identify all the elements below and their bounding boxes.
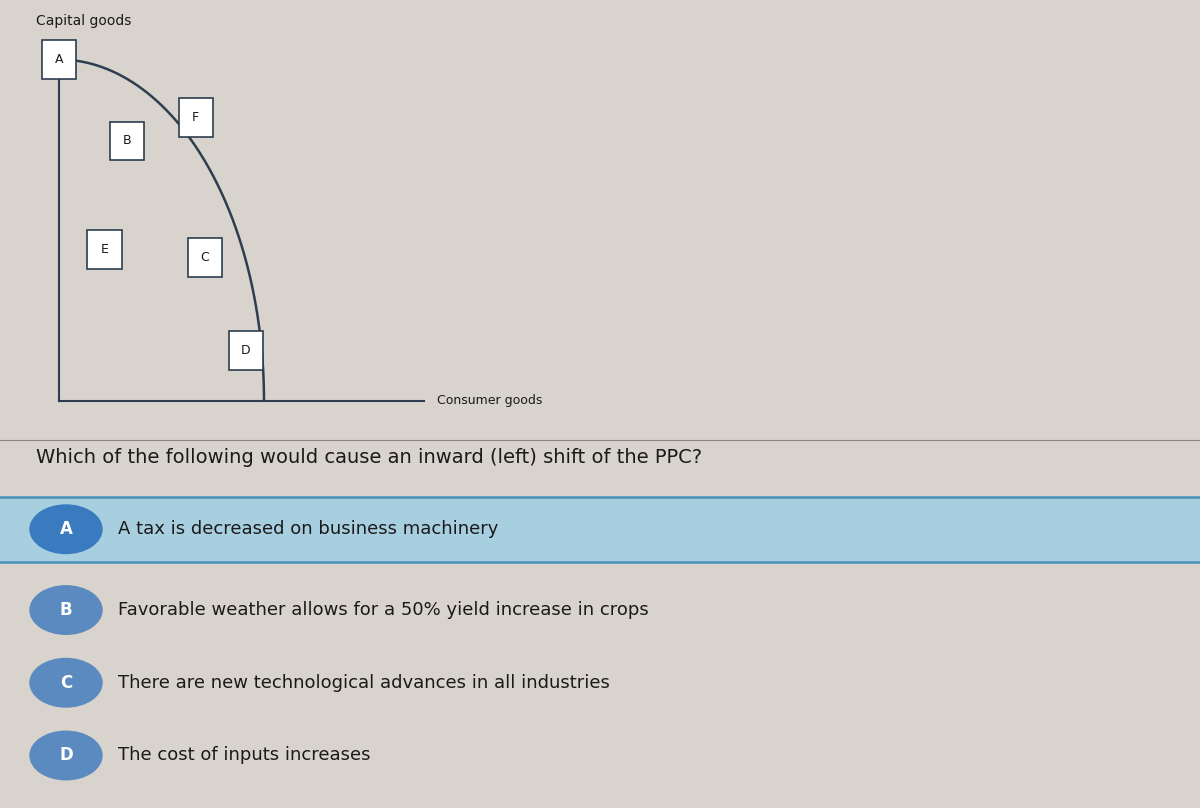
FancyBboxPatch shape xyxy=(229,331,263,370)
FancyBboxPatch shape xyxy=(88,230,121,269)
Text: A tax is decreased on business machinery: A tax is decreased on business machinery xyxy=(118,520,498,538)
Text: The cost of inputs increases: The cost of inputs increases xyxy=(118,747,370,764)
Text: B: B xyxy=(122,134,132,147)
Text: F: F xyxy=(192,112,199,124)
Text: C: C xyxy=(60,674,72,692)
Text: Favorable weather allows for a 50% yield increase in crops: Favorable weather allows for a 50% yield… xyxy=(118,601,648,619)
Text: Which of the following would cause an inward (left) shift of the PPC?: Which of the following would cause an in… xyxy=(36,448,702,468)
Text: E: E xyxy=(101,243,108,256)
Text: C: C xyxy=(200,250,209,263)
Text: B: B xyxy=(60,601,72,619)
Text: A: A xyxy=(54,53,64,66)
FancyBboxPatch shape xyxy=(179,99,212,137)
Text: D: D xyxy=(241,344,251,357)
FancyBboxPatch shape xyxy=(42,40,76,79)
Text: A: A xyxy=(60,520,72,538)
Text: Capital goods: Capital goods xyxy=(36,15,131,28)
FancyBboxPatch shape xyxy=(110,121,144,160)
Text: Consumer goods: Consumer goods xyxy=(437,394,542,407)
FancyBboxPatch shape xyxy=(187,238,222,276)
Text: There are new technological advances in all industries: There are new technological advances in … xyxy=(118,674,610,692)
Text: D: D xyxy=(59,747,73,764)
